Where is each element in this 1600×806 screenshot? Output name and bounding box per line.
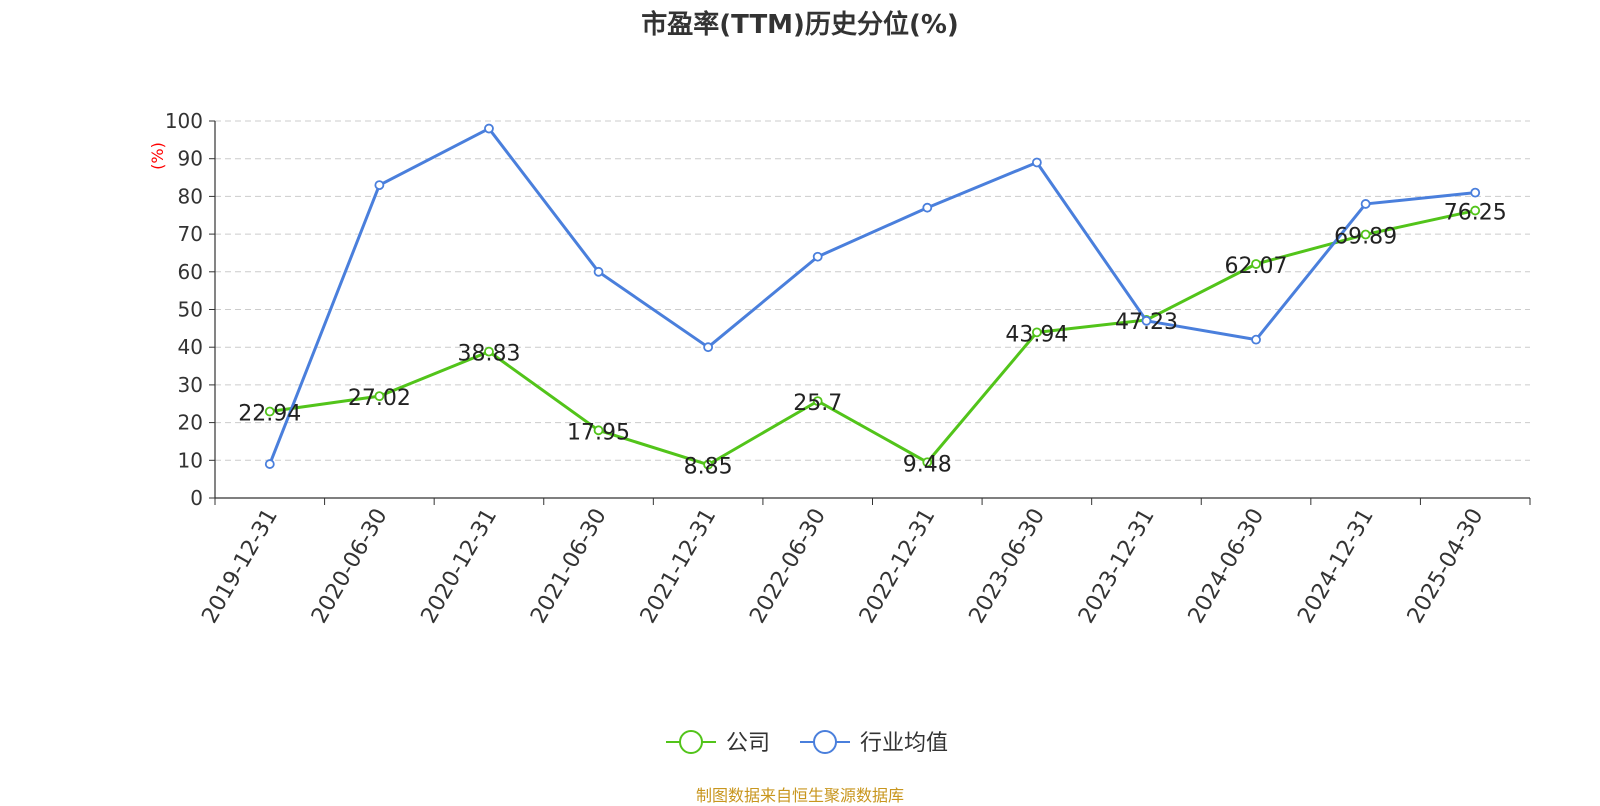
y-tick-label: 100 [165,109,203,133]
axis-layer: 0 10 20 30 40 50 60 70 80 90 100 (%) 2019-12-31 2020-… [148,109,1531,628]
data-point [1360,199,1371,209]
legend-marker [813,730,837,754]
x-tick-label: 2025-04-30 [1403,505,1489,628]
y-tick-label: 0 [190,486,203,510]
y-tick-label: 60 [178,260,203,284]
data-label: 17.95 [567,420,630,445]
x-tick-label: 2021-06-30 [526,505,612,628]
y-tick-label: 10 [178,448,203,472]
data-point [922,457,933,468]
data-label: 47.23 [1115,310,1178,335]
grid-layer [215,120,1530,461]
y-tick-label: 90 [178,147,203,171]
x-tick-label: 2022-06-30 [745,505,831,628]
value-label-layer: 22.94 27.02 38.83 17.95 8.85 25.7 9.48 43.94 47.… [238,201,1506,480]
legend-marker [679,730,703,754]
data-label: 43.94 [1005,322,1068,347]
data-label: 25.7 [793,391,842,416]
series-line-industry-average [268,127,1476,465]
data-point [1031,157,1042,168]
legend-label: 公司 [726,731,770,756]
data-point [812,251,823,262]
data-point [264,459,275,469]
data-source-note: 制图数据来自恒生聚源数据库 [695,786,904,805]
data-label: 8.85 [684,455,733,480]
data-point [703,459,714,470]
data-label: 27.02 [348,386,411,411]
x-tick-label: 2020-12-31 [417,505,503,628]
legend-label: 行业均值 [860,731,948,756]
data-point [374,180,385,190]
data-label: 69.89 [1334,225,1397,250]
data-point [703,342,714,353]
series-layer [264,123,1481,470]
data-point [264,406,275,417]
data-point [593,425,604,436]
y-axis-label: (%) [148,142,167,170]
data-label: 22.94 [238,402,301,427]
legend-item-company: 公司 [666,730,770,756]
y-tick-label: 70 [178,222,203,246]
x-tick-label: 2022-12-31 [855,505,941,628]
data-point [922,202,933,213]
data-point [1141,315,1152,326]
data-point [812,396,823,407]
data-label: 62.07 [1225,254,1288,279]
chart-title: 市盈率(TTM)历史分位(%) [641,10,959,40]
y-tick-label: 30 [178,373,203,397]
series-line-company [269,209,1476,467]
x-tick-label: 2023-12-31 [1074,505,1160,628]
y-tick-label: 40 [178,335,203,359]
y-tick-label: 20 [178,411,203,435]
data-point [1470,205,1481,216]
y-tick-label: 50 [178,298,203,322]
x-tick-label: 2021-12-31 [636,505,722,628]
data-point [1470,187,1481,198]
data-point [1360,229,1371,240]
data-point [374,391,385,402]
x-tick-label: 2019-12-31 [197,505,283,628]
data-point [1031,327,1042,338]
x-tick-label: 2024-06-30 [1184,505,1270,628]
data-label: 76.25 [1444,201,1507,226]
data-point [484,346,494,357]
data-label: 9.48 [903,452,952,477]
data-label: 38.83 [457,342,520,367]
legend: 公司 行业均值 [666,730,948,756]
data-point [1251,334,1261,345]
y-tick-label: 80 [178,184,203,208]
data-point [1251,259,1261,269]
data-point [484,123,494,134]
x-tick-label: 2020-06-30 [307,505,393,628]
x-tick-label: 2023-06-30 [964,505,1050,628]
data-point [593,266,604,277]
legend-item-industry-average: 行业均值 [800,730,948,756]
x-tick-label: 2024-12-31 [1293,505,1379,628]
